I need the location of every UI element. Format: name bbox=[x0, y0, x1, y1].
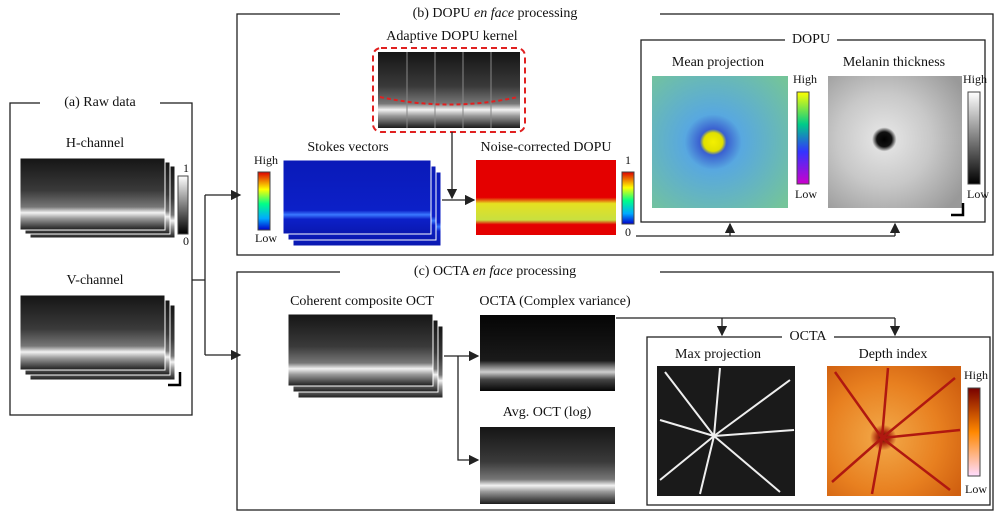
label: Max projection bbox=[675, 347, 761, 362]
label: H-channel bbox=[66, 136, 124, 151]
colorbar bbox=[968, 92, 980, 184]
colorbar bbox=[178, 176, 188, 234]
colorbar bbox=[622, 172, 634, 224]
colorbar-label: High bbox=[964, 368, 988, 382]
colorbar bbox=[258, 172, 270, 230]
title-text: (c) OCTA bbox=[414, 264, 471, 279]
box-title: OCTA bbox=[790, 329, 828, 344]
colorbar bbox=[968, 388, 980, 476]
label: Avg. OCT (log) bbox=[503, 405, 592, 420]
image bbox=[480, 315, 615, 391]
label: Stokes vectors bbox=[307, 140, 388, 155]
panel-title: (c) OCTA en face processing bbox=[414, 264, 576, 279]
image bbox=[288, 314, 433, 386]
image-stack bbox=[20, 158, 175, 238]
colorbar-label: High bbox=[254, 153, 278, 167]
label: V-channel bbox=[66, 273, 123, 288]
image-stack bbox=[283, 160, 441, 246]
colorbar-label: High bbox=[963, 72, 987, 86]
colorbar-label: Low bbox=[795, 187, 817, 201]
image-stack bbox=[288, 314, 443, 398]
image bbox=[20, 295, 165, 370]
title-text: processing bbox=[518, 6, 578, 21]
colorbar-label: 0 bbox=[183, 234, 189, 248]
arrow bbox=[458, 356, 478, 460]
label: Depth index bbox=[859, 347, 928, 362]
title-text: (b) DOPU bbox=[413, 6, 471, 21]
image bbox=[378, 52, 520, 128]
image bbox=[480, 427, 615, 504]
label: Noise-corrected DOPU bbox=[480, 140, 611, 155]
panel-title: (a) Raw data bbox=[64, 95, 136, 110]
image bbox=[652, 76, 788, 208]
label: Mean projection bbox=[672, 55, 764, 70]
figure: (a) Raw data H-channel 1 0 V-channel (b)… bbox=[0, 0, 1000, 514]
colorbar-label: Low bbox=[255, 231, 277, 245]
image bbox=[20, 158, 165, 230]
colorbar-label: Low bbox=[967, 187, 989, 201]
title-text: processing bbox=[516, 264, 576, 279]
colorbar bbox=[797, 92, 809, 184]
image bbox=[828, 76, 962, 208]
panel-title: (b) DOPU en face processing bbox=[413, 6, 578, 21]
label: Melanin thickness bbox=[843, 55, 945, 70]
image-stack bbox=[20, 295, 175, 380]
title-italic: en face bbox=[474, 6, 514, 21]
connector bbox=[192, 195, 205, 355]
title-italic: en face bbox=[473, 264, 513, 279]
label: Adaptive DOPU kernel bbox=[386, 29, 518, 44]
image bbox=[476, 160, 616, 235]
label: Coherent composite OCT bbox=[290, 294, 434, 309]
colorbar-label: Low bbox=[965, 482, 987, 496]
image bbox=[283, 160, 431, 234]
colorbar-label: 1 bbox=[183, 161, 189, 175]
label: OCTA (Complex variance) bbox=[479, 294, 631, 309]
colorbar-label: High bbox=[793, 72, 817, 86]
colorbar-label: 0 bbox=[625, 225, 631, 239]
colorbar-label: 1 bbox=[625, 153, 631, 167]
box-title: DOPU bbox=[792, 32, 830, 47]
